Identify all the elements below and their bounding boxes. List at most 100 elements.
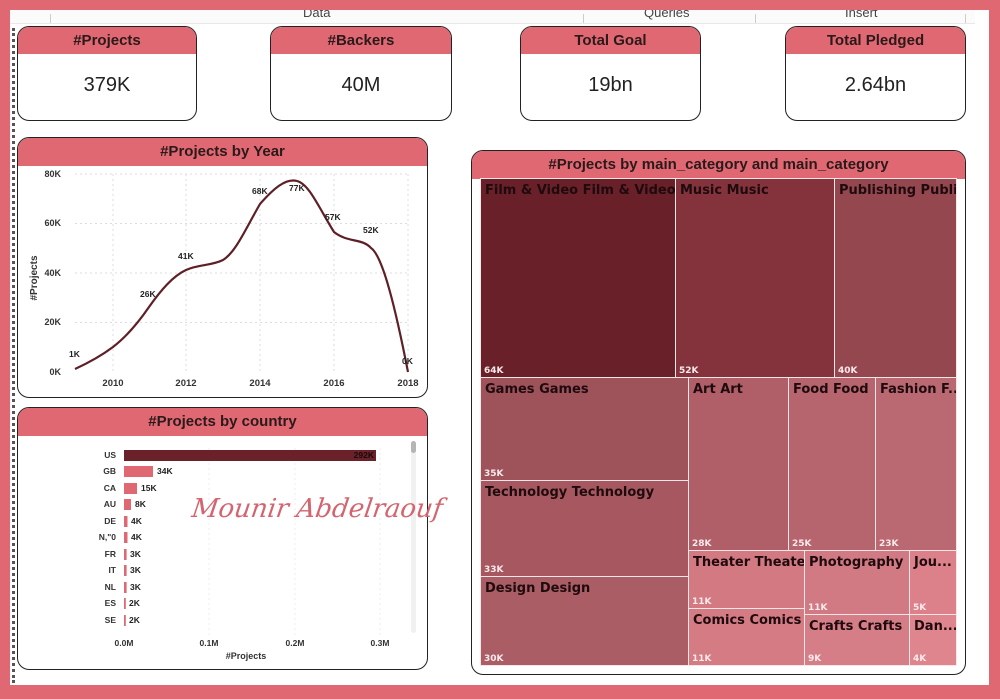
treemap-cell-technology[interactable]: Technology Technology 33K <box>480 480 689 577</box>
treemap-cell-crafts[interactable]: Crafts Crafts 9K <box>804 614 910 666</box>
kpi-value: 379K <box>83 74 131 96</box>
x-tick: 0.0M <box>115 638 134 648</box>
bar-fr[interactable] <box>124 549 127 560</box>
cell-value: 40K <box>838 366 858 376</box>
country-chart-scrollbar[interactable] <box>411 441 416 633</box>
data-label: 0K <box>402 356 414 366</box>
bars <box>124 450 376 626</box>
cell-value: 52K <box>679 366 699 376</box>
bar-es[interactable] <box>124 598 126 609</box>
bar-us[interactable] <box>124 450 376 461</box>
ribbon-group-insert[interactable]: Insert <box>845 10 878 20</box>
bar-value: 34K <box>157 466 173 476</box>
bar-value: 3K <box>130 549 142 559</box>
gridlines <box>75 173 410 372</box>
data-label: 41K <box>178 251 194 261</box>
ribbon-group-queries[interactable]: Queries <box>644 10 690 20</box>
x-axis-ticks: 2010 2012 2014 2016 2018 <box>102 378 418 389</box>
treemap-cell-design[interactable]: Design Design 30K <box>480 576 689 666</box>
bar-value: 4K <box>131 532 143 542</box>
category-label: CA <box>104 483 116 493</box>
category-label: SE <box>105 615 117 625</box>
cell-label: Games Games <box>485 382 589 397</box>
x-axis-ticks: 0.0M 0.1M 0.2M 0.3M <box>115 638 390 648</box>
kpi-card-total-goal[interactable]: Total Goal 19bn <box>520 26 701 121</box>
cell-value: 4K <box>913 654 927 664</box>
bar-value: 2K <box>129 615 141 625</box>
cell-label: Crafts Crafts <box>809 619 903 634</box>
line-chart-plot: 80K 60K 40K 20K 0K #Projects 2010 2012 2… <box>29 169 419 389</box>
cell-value: 28K <box>692 539 712 549</box>
category-label: NL <box>105 582 116 592</box>
cell-value: 11K <box>692 654 712 664</box>
cell-label: Comics Comics <box>693 613 802 628</box>
data-labels: 1K 26K 41K 68K 77K 57K 52K 0K <box>69 183 414 366</box>
treemap-cell-music[interactable]: Music Music 52K <box>675 178 835 378</box>
line-series[interactable] <box>74 179 410 373</box>
chart-projects-by-country[interactable]: #Projects by country US GB CA AU DE N,"0… <box>17 407 428 670</box>
treemap-cell-film-video[interactable]: Film & Video Film & Video 64K <box>480 178 676 378</box>
chart-title: #Projects by country <box>18 408 427 436</box>
bar-se[interactable] <box>124 615 126 626</box>
ribbon-separator <box>50 14 51 23</box>
data-label: 77K <box>289 183 305 193</box>
bar-value: 2K <box>129 598 141 608</box>
cell-label: Art Art <box>693 382 743 397</box>
cell-value: 64K <box>484 366 504 376</box>
bar-n0[interactable] <box>124 532 128 543</box>
bar-au[interactable] <box>124 499 131 510</box>
treemap-cell-photography[interactable]: Photography ... 11K <box>804 550 910 615</box>
treemap-cell-fashion[interactable]: Fashion F... 23K <box>875 377 957 551</box>
kpi-title: #Backers <box>271 27 451 54</box>
cell-value: 11K <box>692 597 712 607</box>
treemap-cell-art[interactable]: Art Art 28K <box>688 377 789 551</box>
treemap-cell-food[interactable]: Food Food 25K <box>788 377 876 551</box>
cell-label: Music Music <box>680 183 769 198</box>
y-axis-ticks: 80K 60K 40K 20K 0K <box>44 169 61 377</box>
y-tick: 80K <box>44 169 61 179</box>
bar-de[interactable] <box>124 516 128 527</box>
bar-gb[interactable] <box>124 466 153 477</box>
chart-projects-by-year[interactable]: #Projects by Year 80K 60K 40K 20K 0K #Pr… <box>17 137 428 398</box>
treemap-cell-comics[interactable]: Comics Comics 11K <box>688 608 805 666</box>
treemap-cell-theater[interactable]: Theater Theater 11K <box>688 550 805 609</box>
bar-value: 3K <box>130 565 142 575</box>
bar-ca[interactable] <box>124 483 137 494</box>
treemap-cell-journalism[interactable]: Jou... 5K <box>909 550 957 615</box>
x-axis-label: #Projects <box>226 651 267 661</box>
cell-label: Theater Theater <box>693 555 805 570</box>
bar-nl[interactable] <box>124 582 127 593</box>
treemap-cell-publishing[interactable]: Publishing Publi... 40K <box>834 178 957 378</box>
cell-label: Photography ... <box>809 555 909 570</box>
author-watermark: Mounir Abdelraouf <box>189 494 445 524</box>
kpi-card-total-pledged[interactable]: Total Pledged 2.64bn <box>785 26 966 121</box>
x-tick: 0.1M <box>200 638 219 648</box>
cell-label: Technology Technology <box>485 485 655 500</box>
kpi-card-backers[interactable]: #Backers 40M <box>270 26 452 121</box>
y-axis-label: #Projects <box>29 255 40 300</box>
chart-title: #Projects by main_category and main_cate… <box>472 151 965 179</box>
treemap-cell-dance[interactable]: Dan... 4K <box>909 614 957 666</box>
data-label: 52K <box>363 225 379 235</box>
data-label: 57K <box>325 212 341 222</box>
bar-value: 292K <box>354 450 375 460</box>
bar-it[interactable] <box>124 565 127 576</box>
kpi-title: Total Goal <box>521 27 700 54</box>
scrollbar-thumb[interactable] <box>411 441 416 453</box>
treemap-cell-games[interactable]: Games Games 35K <box>480 377 689 481</box>
cell-value: 5K <box>913 603 927 613</box>
ribbon-separator <box>583 14 584 23</box>
cell-label: Jou... <box>914 555 952 570</box>
y-tick: 0K <box>49 367 61 377</box>
cell-value: 23K <box>879 539 899 549</box>
kpi-value: 2.64bn <box>844 74 907 96</box>
selection-edge <box>12 28 15 683</box>
ribbon-separator <box>965 14 966 23</box>
ribbon-group-data[interactable]: Data <box>303 10 331 20</box>
cell-label: Design Design <box>485 581 591 596</box>
category-label: N,"0 <box>99 532 117 542</box>
category-label: US <box>104 450 116 460</box>
kpi-card-projects[interactable]: #Projects 379K <box>17 26 197 121</box>
data-label: 1K <box>69 349 81 359</box>
cell-value: 11K <box>808 603 828 613</box>
